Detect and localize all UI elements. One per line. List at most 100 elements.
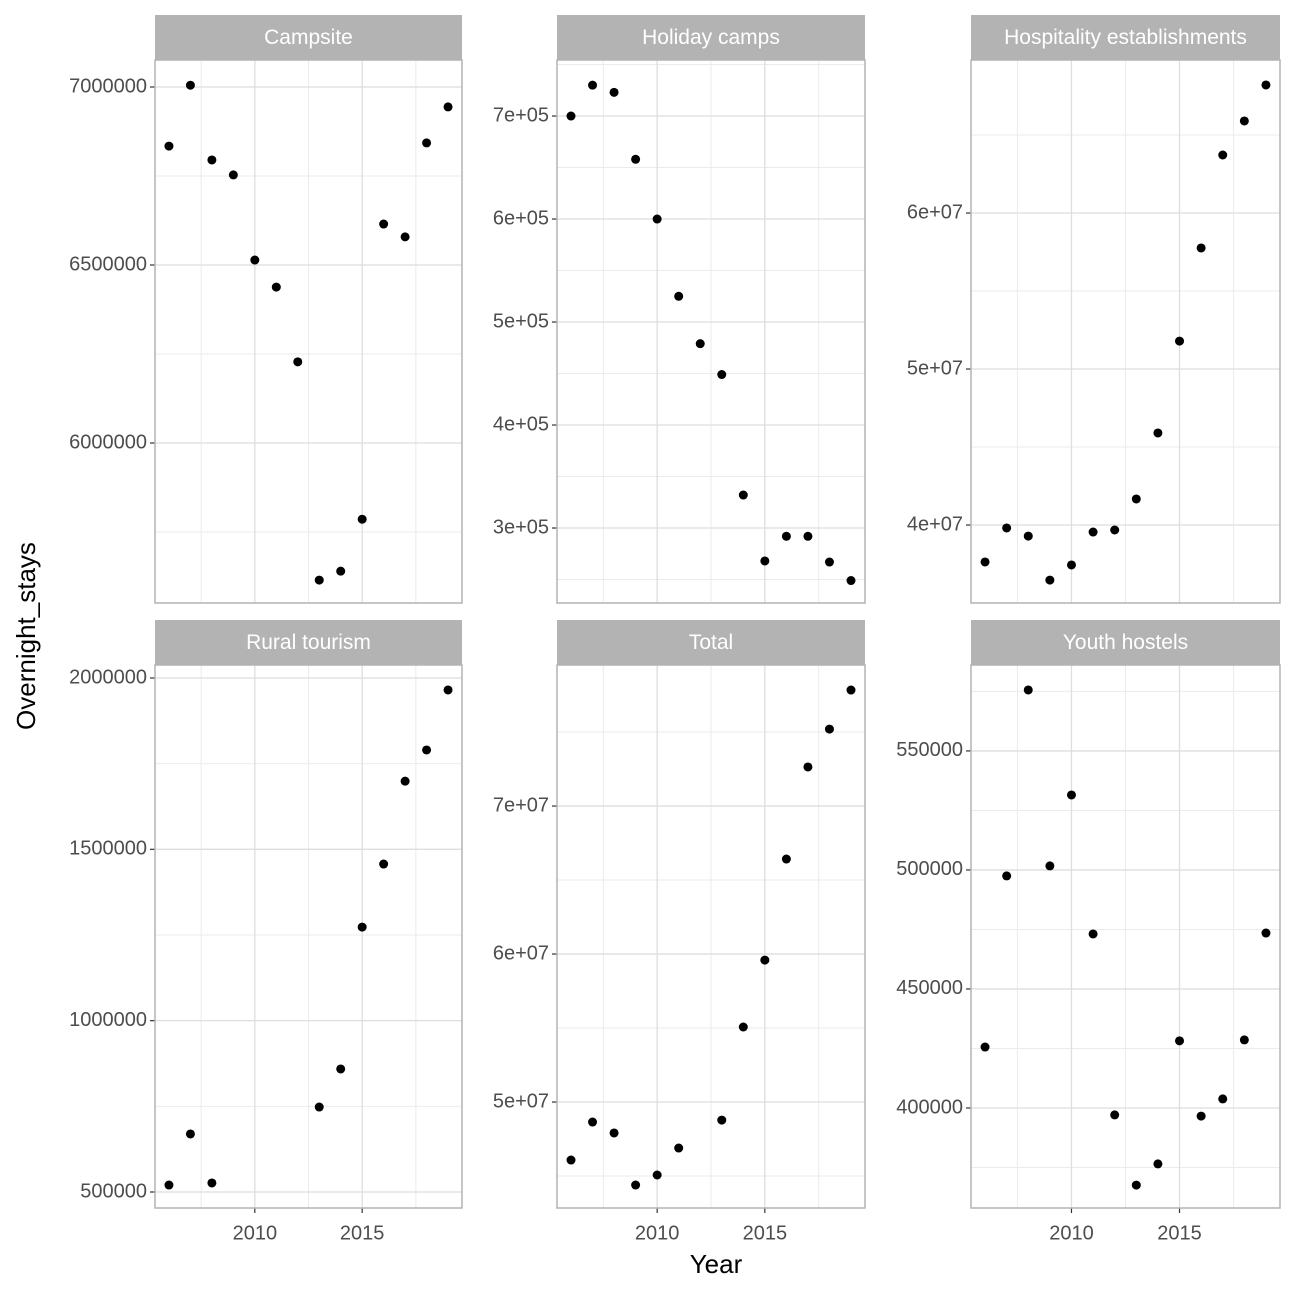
point xyxy=(1196,1111,1206,1121)
point xyxy=(314,1102,324,1112)
point xyxy=(738,490,748,500)
point xyxy=(443,685,453,695)
point xyxy=(357,514,367,524)
y-tick-label: 4e+05 xyxy=(493,413,549,435)
point xyxy=(1218,150,1228,160)
facet-panel: 4e+07 5e+07 6e+07 Hospitality establishment… xyxy=(907,15,1281,604)
point xyxy=(314,575,324,585)
point xyxy=(781,531,791,541)
point xyxy=(980,557,990,567)
point xyxy=(631,154,641,164)
point xyxy=(250,255,260,265)
point xyxy=(781,854,791,864)
y-tick-label: 5e+07 xyxy=(493,1090,549,1112)
facet-panel: 6000000 6500000 7000000 Campsite xyxy=(69,15,463,604)
point xyxy=(846,576,856,586)
point xyxy=(1131,494,1141,504)
point xyxy=(588,80,598,90)
point xyxy=(803,762,813,772)
point xyxy=(1110,1110,1120,1120)
x-tick-label: 2010 xyxy=(1049,1222,1094,1244)
y-tick-label: 5e+05 xyxy=(493,310,549,332)
point xyxy=(652,214,662,224)
point xyxy=(717,1115,727,1125)
point xyxy=(379,859,389,869)
point xyxy=(846,685,856,695)
y-tick-label: 450000 xyxy=(896,977,963,999)
point xyxy=(738,1022,748,1032)
point xyxy=(271,282,281,292)
point xyxy=(1066,560,1076,570)
point xyxy=(1261,928,1271,938)
facet-panel: 5e+07 6e+07 7e+07 2010 2015 Total xyxy=(493,620,866,1244)
point xyxy=(1023,531,1033,541)
y-tick-label: 3e+05 xyxy=(493,516,549,538)
point xyxy=(566,1155,576,1165)
point xyxy=(164,141,174,151)
point xyxy=(1196,243,1206,253)
y-tick-label: 7000000 xyxy=(69,75,147,97)
point xyxy=(1045,575,1055,585)
point xyxy=(631,1180,641,1190)
y-tick-label: 5e+07 xyxy=(907,357,963,379)
x-tick-label: 2015 xyxy=(743,1222,788,1244)
facet-strip xyxy=(971,620,1280,665)
facet-panel: 3e+05 4e+05 5e+05 6e+05 7e+05 Holiday camps xyxy=(493,15,866,604)
facet-title: Rural tourism xyxy=(246,631,371,654)
x-tick-label: 2010 xyxy=(233,1222,278,1244)
y-tick-label: 550000 xyxy=(896,739,963,761)
point xyxy=(824,724,834,734)
point xyxy=(1002,523,1012,533)
point xyxy=(588,1117,598,1127)
facet-title: Total xyxy=(689,631,733,654)
point xyxy=(1045,861,1055,871)
facet-title: Campsite xyxy=(264,26,353,49)
point xyxy=(422,138,432,148)
point xyxy=(379,219,389,229)
point xyxy=(674,1143,684,1153)
point xyxy=(1088,527,1098,537)
y-tick-label: 6e+05 xyxy=(493,207,549,229)
x-axis-title: Year xyxy=(690,1249,743,1279)
point xyxy=(1153,428,1163,438)
point xyxy=(1066,790,1076,800)
point xyxy=(422,745,432,755)
point xyxy=(293,357,303,367)
facet-strip xyxy=(557,620,865,665)
point xyxy=(443,102,453,112)
point xyxy=(207,155,217,165)
point xyxy=(164,1180,174,1190)
point xyxy=(185,1129,195,1139)
point xyxy=(357,922,367,932)
y-tick-label: 6500000 xyxy=(69,253,147,275)
point xyxy=(1088,929,1098,939)
point xyxy=(803,531,813,541)
point xyxy=(400,232,410,242)
point xyxy=(609,1128,619,1138)
point xyxy=(760,556,770,566)
y-axis-title: Overnight_stays xyxy=(11,542,41,730)
point xyxy=(1175,336,1185,346)
point xyxy=(1110,525,1120,535)
point xyxy=(760,955,770,965)
facet-panel: 500000 1000000 1500000 2000000 2010 2015 Rural… xyxy=(69,620,463,1244)
y-tick-label: 7e+05 xyxy=(493,104,549,126)
point xyxy=(336,566,346,576)
point xyxy=(1023,685,1033,695)
point xyxy=(1175,1036,1185,1046)
point xyxy=(717,370,727,380)
facet-title: Holiday camps xyxy=(642,26,780,49)
facet-strip xyxy=(971,15,1280,60)
point xyxy=(1153,1159,1163,1169)
x-tick-label: 2010 xyxy=(635,1222,680,1244)
point xyxy=(1002,871,1012,881)
point xyxy=(980,1042,990,1052)
facet-panel: 400000 450000 500000 550000 2010 2015 Youth ho… xyxy=(896,620,1281,1244)
point xyxy=(609,87,619,97)
point xyxy=(1239,1035,1249,1045)
point xyxy=(674,291,684,301)
y-tick-label: 400000 xyxy=(896,1096,963,1118)
point xyxy=(336,1064,346,1074)
point xyxy=(1131,1180,1141,1190)
